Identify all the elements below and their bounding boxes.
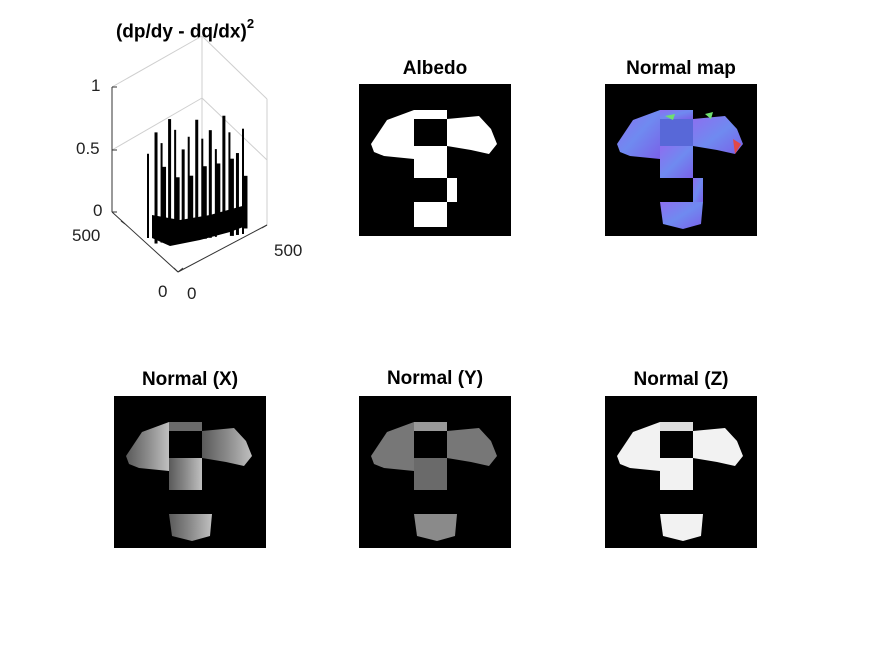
- surface-spike: [189, 175, 194, 235]
- surface-spike: [222, 115, 226, 231]
- surface-spike: [154, 132, 158, 244]
- surface-spike: [160, 143, 163, 243]
- surface-spike: [214, 149, 217, 237]
- surface-base: [152, 205, 246, 246]
- surface-spike: [243, 175, 248, 229]
- x-tick-0: 0: [187, 284, 197, 303]
- surface-spike: [162, 166, 167, 238]
- surface-spike: [187, 136, 190, 240]
- normal-y-image: [359, 396, 511, 548]
- surface-spike: [174, 129, 177, 236]
- surface-plot-axes: [111, 86, 268, 273]
- y-tick-500: 500: [72, 226, 101, 245]
- normal-map-image: [605, 84, 757, 236]
- surface-spike: [201, 138, 204, 233]
- surface-spike: [216, 163, 221, 232]
- z-tick-1: 1: [91, 76, 101, 95]
- normal-x-title: Normal (X): [141, 369, 239, 390]
- normal-x-image: [114, 396, 266, 548]
- surface-spike: [208, 130, 212, 238]
- surface-spike: [235, 153, 239, 235]
- surface-spike: [168, 119, 172, 237]
- normal-z-title: Normal (Z): [633, 369, 729, 390]
- normal-map-title: Normal map: [626, 58, 736, 79]
- surface-spike: [229, 158, 234, 236]
- surface-plot-title: (dp/dy - dq/dx)2: [115, 16, 255, 43]
- albedo-image: [359, 84, 511, 236]
- albedo-title: Albedo: [402, 58, 468, 79]
- normal-z-image: [605, 396, 757, 548]
- y-tick-0: 0: [158, 282, 168, 301]
- surface-spike: [242, 128, 244, 234]
- normal-y-title: Normal (Y): [386, 368, 484, 389]
- z-tick-0: 0: [93, 201, 103, 220]
- x-tick-500: 500: [274, 241, 303, 260]
- surface-plot-title-main: (dp/dy - dq/dx): [115, 21, 247, 43]
- surface-spike: [147, 153, 149, 238]
- surface-spike: [195, 119, 199, 234]
- surface-spike: [202, 166, 207, 239]
- z-tick-0-5: 0.5: [76, 139, 100, 158]
- surface-plot-title-exponent: 2: [246, 16, 255, 31]
- surface-plot-spikes: [147, 115, 248, 246]
- surface-spike: [175, 177, 180, 242]
- surface-spike: [181, 149, 185, 241]
- surface-spike: [228, 132, 231, 230]
